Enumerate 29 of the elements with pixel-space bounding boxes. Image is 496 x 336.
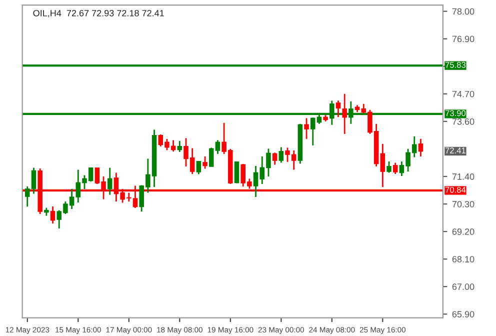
- candlestick: [386, 160, 392, 174]
- y-tick-label: 69.20: [452, 228, 474, 235]
- ref-line-label: 73.90: [445, 110, 466, 116]
- candlestick: [107, 167, 112, 196]
- y-tick-label: 68.10: [452, 256, 474, 262]
- ref-line-label: 70.84: [445, 186, 466, 193]
- y-tick-label: 65.90: [452, 311, 474, 318]
- y-tick-label: 73.60: [452, 118, 474, 125]
- y-tick-label: 74.70: [452, 90, 474, 98]
- y-tick-label: 67.00: [452, 284, 474, 290]
- chart-title: OIL,H4 72.67 72.93 72.18 72.41: [33, 10, 164, 18]
- y-tick-label: 76.90: [452, 36, 474, 42]
- candlestick: [336, 100, 341, 118]
- text: 72.41: [445, 148, 466, 154]
- candlestick: [202, 156, 208, 170]
- ref-line-label: 75.83: [445, 62, 466, 68]
- candlestick: [196, 160, 202, 175]
- candlestick: [50, 206, 56, 224]
- candlestick: [304, 117, 309, 140]
- candlestick: [380, 143, 386, 188]
- y-tick-label: 71.40: [452, 173, 474, 180]
- y-tick-label: 78.00: [452, 8, 474, 15]
- candlestick: [392, 162, 398, 175]
- candlestick: [342, 93, 347, 135]
- candlestick: [278, 146, 284, 164]
- y-tick-label: 70.30: [452, 200, 474, 208]
- candlestick: [177, 140, 182, 153]
- candlestick: [272, 152, 278, 166]
- candlestick: [418, 138, 424, 158]
